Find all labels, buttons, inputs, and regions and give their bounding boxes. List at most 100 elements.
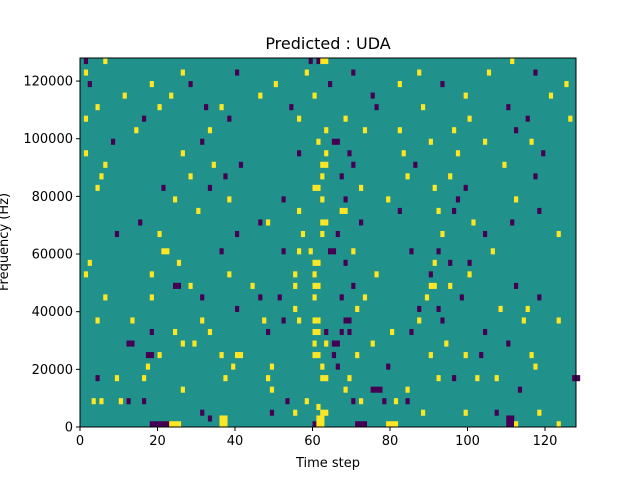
heatmap-cell-low: [378, 386, 383, 393]
heatmap-cell-low: [161, 184, 166, 191]
heatmap-cell-high: [324, 340, 329, 347]
heatmap-cell-high: [316, 328, 321, 336]
heatmap-cell-high: [537, 409, 542, 416]
heatmap-cell-high: [180, 340, 185, 347]
heatmap-cell-high: [564, 81, 569, 88]
heatmap-cell-high: [227, 271, 232, 278]
heatmap-cell-high: [312, 294, 317, 301]
x-axis-label: Time step: [295, 456, 360, 471]
heatmap-cell-high: [386, 196, 391, 203]
heatmap-cell-high: [312, 317, 317, 324]
heatmap-cell-low: [343, 196, 348, 203]
heatmap-cell-high: [293, 282, 298, 289]
heatmap-cell-high: [266, 219, 271, 226]
heatmap-cell-low: [463, 184, 468, 191]
x-tick-label: 120: [533, 434, 558, 449]
heatmap-cell-high: [556, 230, 561, 238]
heatmap-cell-low: [343, 317, 348, 324]
heatmap-cell-low: [537, 294, 542, 301]
heatmap-cell-low: [235, 69, 240, 76]
heatmap-cell-high: [219, 104, 224, 111]
heatmap-cell-high: [269, 386, 275, 393]
heatmap-cell-high: [448, 282, 453, 289]
heatmap-cell-high: [293, 305, 298, 312]
heatmap-cell-low: [533, 69, 538, 76]
heatmap-cell-low: [153, 421, 158, 428]
heatmap-cell-low: [95, 375, 100, 382]
heatmap-cell-high: [130, 317, 135, 324]
heatmap-cell-high: [312, 352, 317, 359]
heatmap-cell-high: [525, 305, 530, 312]
heatmap-cell-low: [331, 248, 337, 255]
heatmap-cell-high: [211, 161, 216, 168]
heatmap-cell-high: [467, 115, 472, 122]
heatmap-cell-high: [316, 317, 321, 324]
heatmap-cell-low: [514, 127, 519, 134]
heatmap-cell-high: [149, 294, 154, 301]
heatmap-cell-high: [149, 271, 154, 278]
heatmap-cell-high: [176, 259, 182, 266]
heatmap-cell-high: [494, 375, 499, 382]
heatmap-cell-high: [196, 207, 201, 214]
heatmap-cell-high: [339, 207, 344, 214]
chart-title: Predicted : UDA: [265, 34, 390, 53]
heatmap-cell-low: [351, 69, 356, 76]
heatmap-cell-high: [452, 127, 457, 134]
heatmap-cell-low: [331, 340, 337, 347]
heatmap-cell-high: [568, 115, 573, 122]
heatmap-cell-high: [320, 161, 325, 168]
heatmap-cell-low: [517, 386, 523, 393]
heatmap-cell-high: [266, 375, 271, 382]
heatmap-cell-high: [227, 196, 232, 203]
heatmap-cell-high: [455, 150, 461, 157]
heatmap-cell-low: [467, 259, 472, 266]
heatmap-cell-low: [111, 138, 116, 145]
heatmap-cell-high: [463, 92, 468, 99]
heatmap-cell-high: [475, 375, 480, 382]
heatmap-cell-high: [300, 230, 306, 238]
heatmap-cell-high: [359, 398, 364, 405]
heatmap-cell-high: [471, 219, 476, 226]
heatmap-cell-low: [572, 375, 577, 382]
heatmap-cell-high: [529, 138, 534, 145]
heatmap-cell-low: [235, 230, 240, 238]
heatmap-cell-low: [455, 196, 461, 203]
heatmap-cell-high: [188, 173, 193, 180]
x-tick-label: 100: [455, 434, 480, 449]
heatmap-cell-high: [157, 352, 162, 359]
heatmap-cell-high: [223, 421, 228, 428]
heatmap-cell-high: [448, 173, 453, 180]
heatmap-cell-low: [188, 81, 193, 88]
heatmap-cell-high: [556, 317, 561, 324]
heatmap-cell-low: [165, 421, 170, 428]
heatmap-cell-low: [335, 230, 340, 238]
heatmap-cell-high: [324, 150, 329, 157]
heatmap-cell-low: [339, 328, 344, 336]
heatmap-cell-low: [359, 421, 364, 428]
heatmap-cell-high: [514, 196, 519, 203]
heatmap-cell-high: [304, 398, 309, 405]
heatmap-cell-high: [95, 104, 100, 111]
heatmap-cell-low: [149, 328, 154, 336]
heatmap-cell-low: [436, 248, 441, 255]
heatmap-cell-low: [331, 138, 337, 145]
heatmap-cell-high: [200, 317, 205, 324]
heatmap-cell-high: [510, 58, 515, 65]
heatmap-cell-high: [165, 248, 170, 255]
heatmap-cell-low: [207, 184, 213, 191]
heatmap-cell-low: [355, 421, 360, 428]
heatmap-cell-low: [339, 294, 344, 301]
y-axis-ticks: 0 20000 40000 60000 80000 100000 120000: [23, 75, 80, 436]
heatmap-cell-high: [401, 150, 406, 157]
heatmap-cell-high: [87, 259, 92, 266]
heatmap-cell-high: [428, 138, 433, 145]
heatmap-cell-high: [393, 421, 399, 428]
heatmap-cell-low: [514, 282, 519, 289]
heatmap-cell-low: [506, 415, 511, 422]
heatmap-cell-low: [339, 173, 344, 180]
heatmap-cell-high: [176, 421, 182, 428]
heatmap-cell-low: [266, 328, 271, 336]
heatmap-cell-high: [529, 352, 534, 359]
heatmap-cell-high: [250, 282, 255, 289]
heatmap-cell-high: [324, 127, 329, 134]
